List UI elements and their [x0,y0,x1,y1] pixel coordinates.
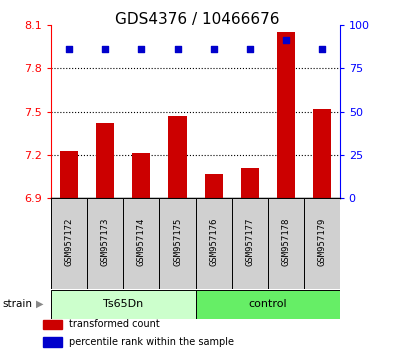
Bar [313,109,331,198]
Bar [196,198,231,289]
Bar [160,198,196,289]
Point [282,38,289,43]
Point [138,46,145,52]
Text: percentile rank within the sample: percentile rank within the sample [69,337,234,347]
Bar [276,32,295,198]
Bar [205,174,222,198]
Bar [196,290,340,319]
Text: Ts65Dn: Ts65Dn [103,299,143,309]
Bar [304,198,340,289]
Point [246,46,253,52]
Text: strain: strain [2,299,32,309]
Bar [96,123,115,198]
Point [102,46,109,52]
Bar [43,320,62,329]
Text: GSM957177: GSM957177 [245,217,254,266]
Text: GSM957174: GSM957174 [137,217,146,266]
Bar [132,153,150,198]
Text: GDS4376 / 10466676: GDS4376 / 10466676 [115,12,280,27]
Point [211,46,217,52]
Text: GSM957178: GSM957178 [281,217,290,266]
Text: GSM957176: GSM957176 [209,217,218,266]
Text: ▶: ▶ [36,299,44,309]
Point [174,46,181,52]
Bar [267,198,304,289]
Text: GSM957179: GSM957179 [317,217,326,266]
Point [318,46,325,52]
Bar [43,337,62,347]
Bar [51,290,196,319]
Bar [51,198,87,289]
Bar [123,198,160,289]
Bar [241,168,259,198]
Text: transformed count: transformed count [69,319,160,330]
Text: control: control [248,299,287,309]
Text: GSM957173: GSM957173 [101,217,110,266]
Point [66,46,73,52]
Bar [60,150,78,198]
Bar [87,198,123,289]
Bar [231,198,267,289]
Text: GSM957172: GSM957172 [65,217,74,266]
Text: GSM957175: GSM957175 [173,217,182,266]
Bar [169,116,186,198]
